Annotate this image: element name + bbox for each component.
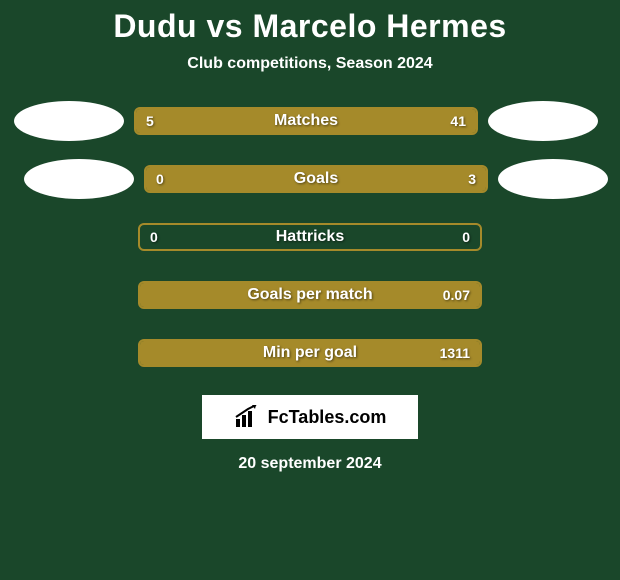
stat-value-left: 0 (156, 171, 164, 187)
stat-bar: Goals per match0.07 (138, 281, 482, 309)
stat-value-right: 1311 (440, 345, 470, 361)
stat-row: Goals per match0.07 (5, 275, 615, 315)
stat-value-right: 41 (450, 113, 466, 129)
stat-value-right: 0.07 (443, 287, 470, 303)
stat-value-left: 5 (146, 113, 154, 129)
logo-placeholder (492, 333, 602, 373)
stat-value-right: 3 (468, 171, 476, 187)
stat-bar: Hattricks0 0 (138, 223, 482, 251)
logo-placeholder (18, 333, 128, 373)
brand-logo: FcTables.com (202, 395, 418, 439)
stat-label: Min per goal (140, 344, 480, 362)
stat-value-left: 0 (150, 229, 158, 245)
stat-bar: Matches5 41 (134, 107, 478, 135)
stats-list: Matches541Goals03Hattricks00Goals per ma… (0, 101, 620, 373)
team-logo-right (498, 159, 608, 199)
brand-text: FcTables.com (268, 407, 387, 428)
stat-label: Hattricks (140, 228, 480, 246)
stat-label: Goals (146, 170, 486, 188)
stat-bar: Goals0 3 (144, 165, 488, 193)
team-logo-left (14, 101, 124, 141)
page-title: Dudu vs Marcelo Hermes (0, 8, 620, 45)
logo-placeholder (18, 217, 128, 257)
page-subtitle: Club competitions, Season 2024 (0, 55, 620, 73)
stat-value-right: 0 (462, 229, 470, 245)
stat-label: Goals per match (140, 286, 480, 304)
stat-row: Matches5 41 (5, 101, 615, 141)
snapshot-date: 20 september 2024 (0, 455, 620, 473)
stat-label: Matches (136, 112, 476, 130)
team-logo-right (488, 101, 598, 141)
stat-row: Goals0 3 (5, 159, 615, 199)
stat-row: Min per goal1311 (5, 333, 615, 373)
stat-bar: Min per goal1311 (138, 339, 482, 367)
stat-row: Hattricks0 0 (5, 217, 615, 257)
logo-placeholder (492, 275, 602, 315)
logo-placeholder (18, 275, 128, 315)
team-logo-left (24, 159, 134, 199)
logo-placeholder (492, 217, 602, 257)
chart-icon (234, 405, 262, 429)
